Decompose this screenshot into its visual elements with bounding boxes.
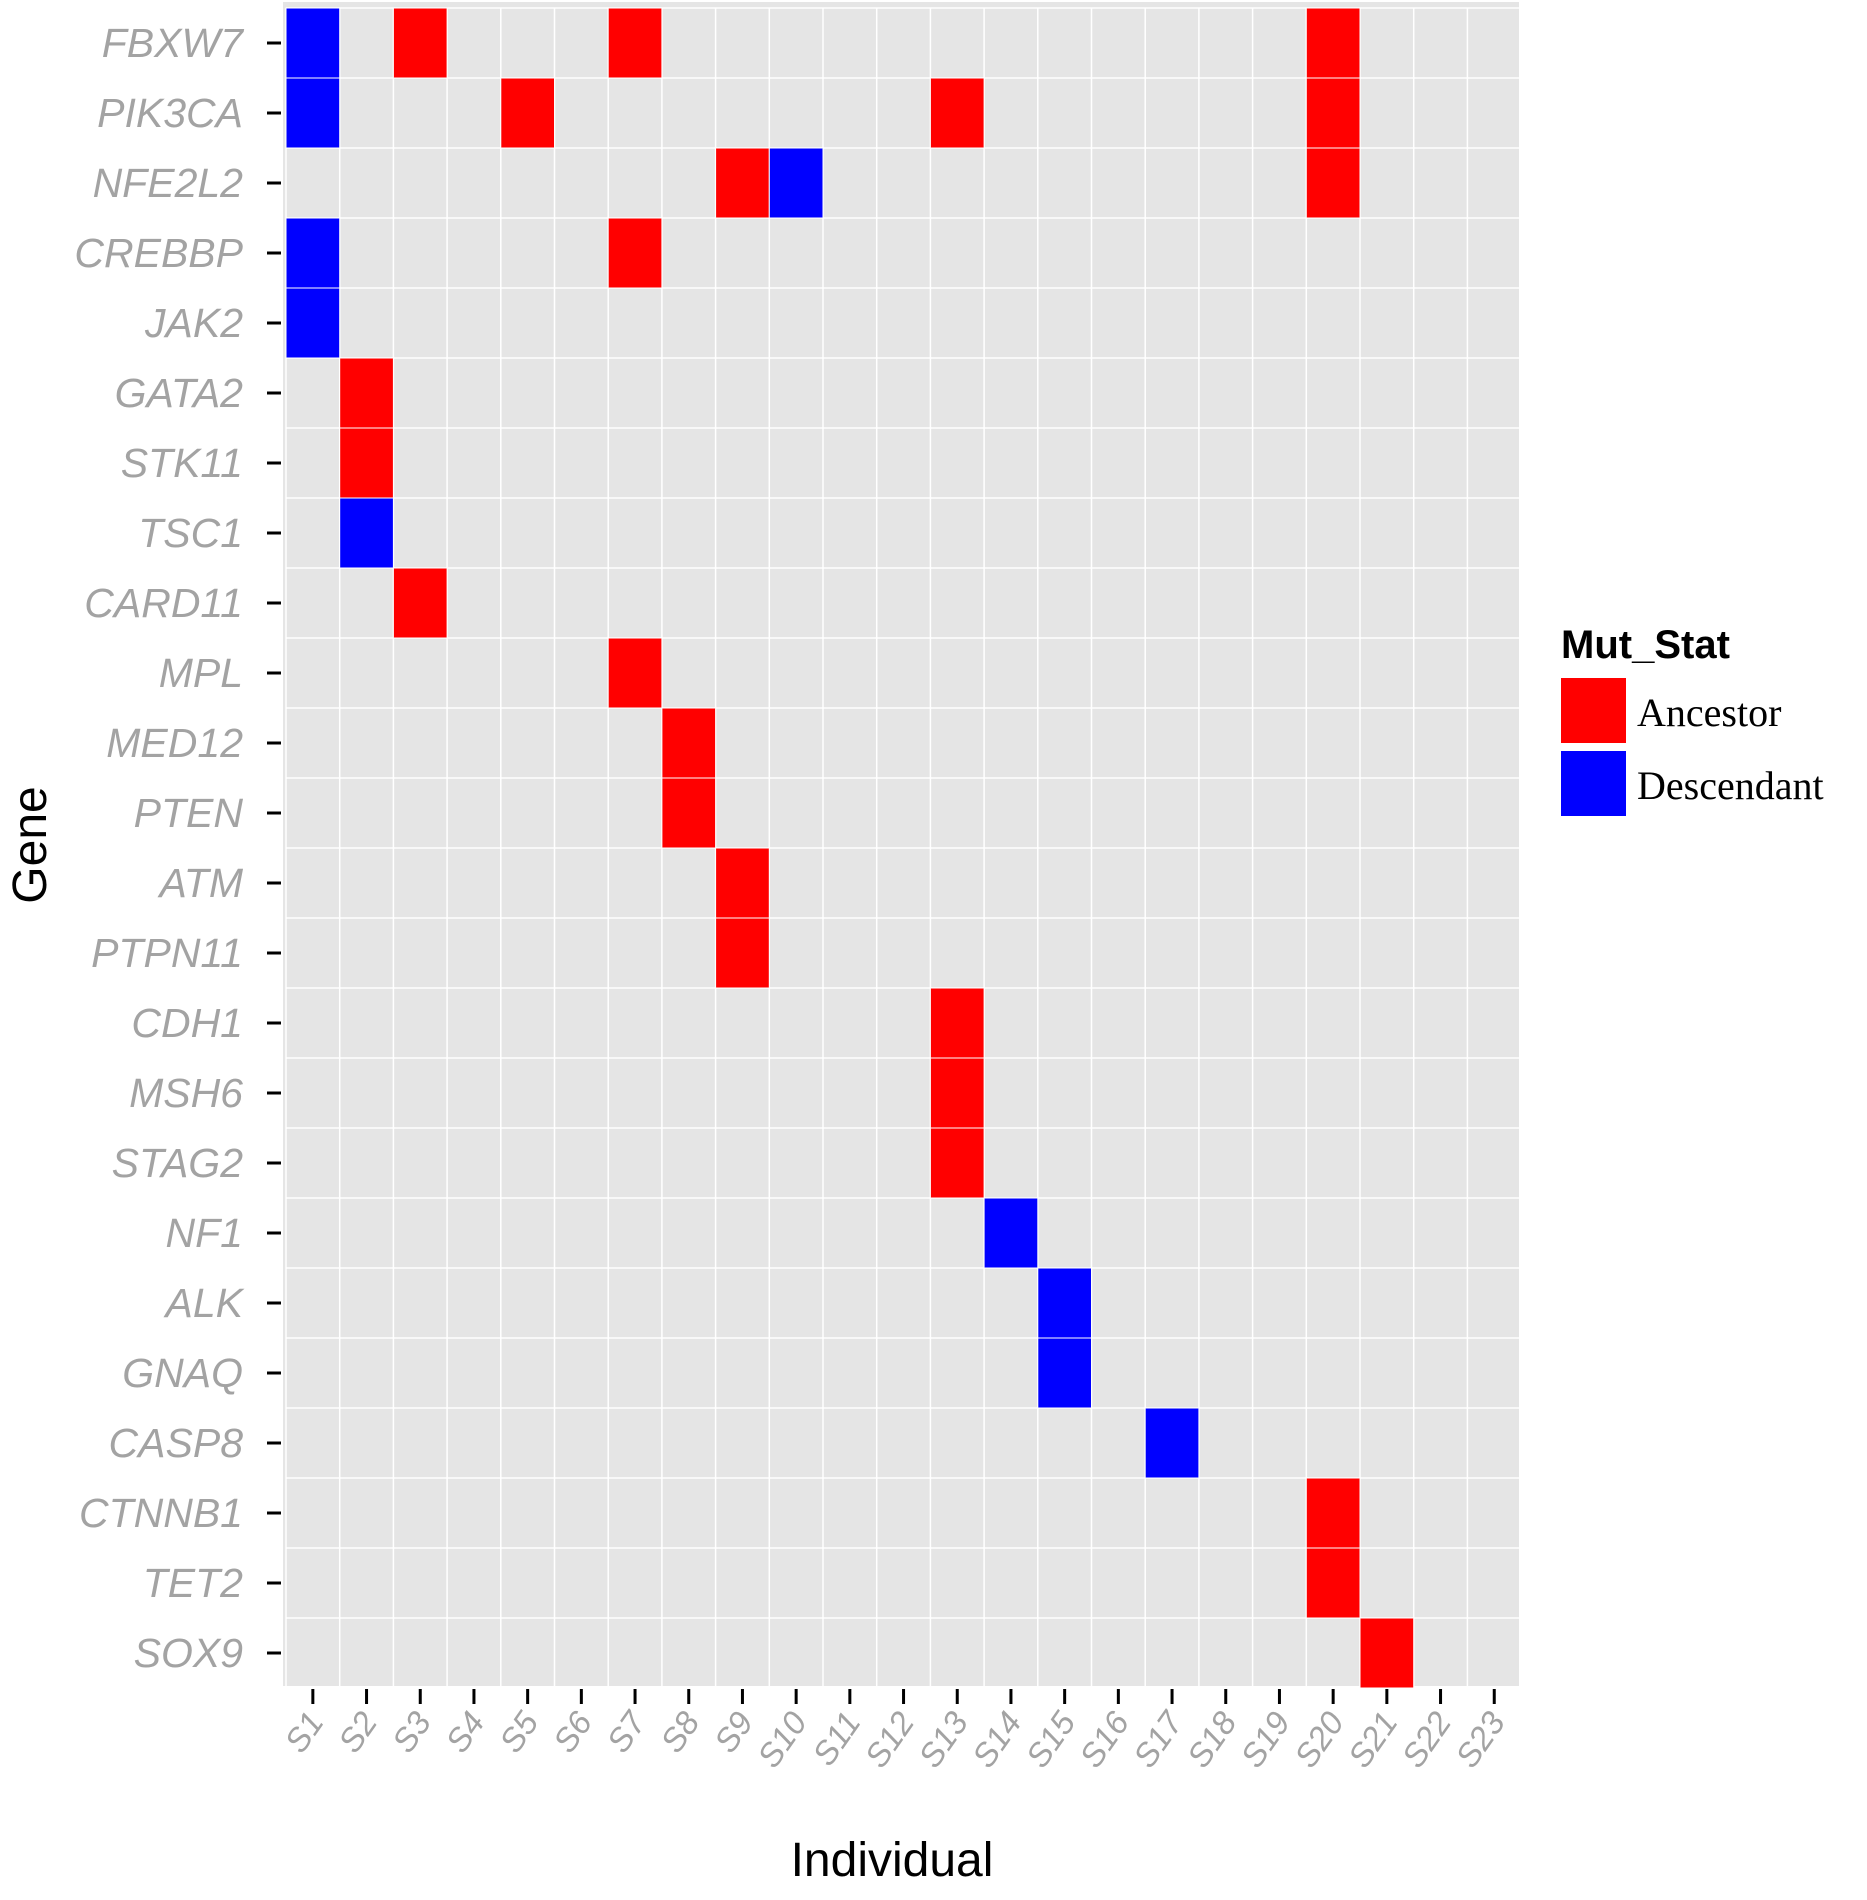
- legend: Mut_Stat Ancestor Descendant: [1561, 623, 1824, 816]
- y-tick-label: MSH6: [129, 1070, 243, 1116]
- y-axis-ticks: FBXW7 PIK3CA NFE2L2 CREBBP JAK2 GATA2 STK11 TSC…: [74, 20, 281, 1676]
- x-tick-label: S20: [1287, 1704, 1351, 1774]
- y-tick-label: SOX9: [134, 1630, 243, 1676]
- heatmap-cell: [285, 7, 341, 79]
- y-tick-label: ATM: [156, 860, 243, 906]
- heatmap-cells: [285, 7, 1415, 1689]
- heatmap-cell: [1305, 147, 1361, 219]
- heatmap-cell: [607, 217, 663, 289]
- y-tick-label: CREBBP: [74, 230, 243, 276]
- heatmap-cell: [1037, 1337, 1093, 1409]
- y-tick-label: GNAQ: [122, 1350, 243, 1396]
- heatmap-cell: [1305, 1477, 1361, 1549]
- heatmap-cell: [1305, 1547, 1361, 1619]
- plot-panel-background: [283, 2, 1519, 1686]
- legend-label-ancestor: Ancestor: [1637, 690, 1781, 735]
- y-tick-label: NFE2L2: [93, 160, 244, 206]
- y-tick-label: JAK2: [144, 300, 243, 346]
- x-tick-label: S15: [1018, 1704, 1082, 1774]
- y-tick-label: FBXW7: [102, 20, 245, 66]
- x-tick-label: S6: [546, 1704, 600, 1759]
- y-tick-label: STK11: [121, 440, 243, 486]
- heatmap-cell: [285, 217, 341, 289]
- heatmap-cell: [607, 637, 663, 709]
- heatmap-cell: [607, 7, 663, 79]
- x-tick-label: S1: [277, 1705, 330, 1759]
- y-tick-label: NF1: [166, 1210, 243, 1256]
- y-tick-label: CTNNB1: [79, 1490, 243, 1536]
- heatmap-cell: [1359, 1617, 1415, 1689]
- x-tick-label: S19: [1233, 1705, 1297, 1774]
- x-tick-label: S16: [1072, 1704, 1136, 1774]
- x-axis-ticks: S1 S2 S3 S4 S5 S6 S7 S8 S9S10S11S12S13S14S15S16S…: [277, 1689, 1512, 1774]
- heatmap-cell: [339, 357, 394, 429]
- y-tick-label: PTEN: [134, 790, 244, 836]
- heatmap-cell: [661, 777, 717, 849]
- heatmap-cell: [1144, 1407, 1200, 1479]
- x-tick-label: S7: [599, 1703, 653, 1759]
- heatmap-cell: [929, 77, 985, 149]
- heatmap-cell: [339, 427, 394, 499]
- legend-title: Mut_Stat: [1561, 623, 1730, 667]
- heatmap-cell: [1305, 7, 1361, 79]
- heatmap-cell: [929, 1057, 985, 1129]
- legend-key-ancestor: [1561, 678, 1626, 743]
- heatmap-cell: [661, 707, 717, 779]
- x-tick-label: S2: [331, 1705, 384, 1759]
- heatmap-cell: [392, 567, 448, 639]
- heatmap-cell: [339, 497, 394, 569]
- x-tick-label: S22: [1394, 1705, 1458, 1774]
- x-tick-label: S5: [492, 1704, 546, 1759]
- heatmap-cell: [500, 77, 555, 149]
- legend-label-descendant: Descendant: [1637, 763, 1824, 808]
- x-axis-title: Individual: [791, 1834, 994, 1887]
- heatmap-cell: [929, 987, 985, 1059]
- x-tick-label: S18: [1179, 1704, 1243, 1774]
- x-tick-label: S11: [805, 1705, 868, 1772]
- heatmap-cell: [768, 147, 824, 219]
- y-tick-label: ALK: [163, 1280, 245, 1326]
- x-tick-label: S14: [965, 1705, 1029, 1774]
- heatmap-cell: [1305, 77, 1361, 149]
- y-tick-label: STAG2: [112, 1140, 244, 1186]
- y-tick-label: PIK3CA: [97, 90, 243, 136]
- heatmap-cell: [715, 917, 770, 989]
- y-tick-label: CARD11: [84, 580, 243, 626]
- y-tick-label: MED12: [106, 720, 243, 766]
- heatmap-cell: [1037, 1267, 1093, 1339]
- heatmap-cell: [285, 287, 341, 359]
- y-tick-label: GATA2: [115, 370, 244, 416]
- y-tick-label: TSC1: [138, 510, 243, 556]
- x-tick-label: S8: [653, 1704, 707, 1759]
- x-tick-label: S10: [750, 1704, 814, 1774]
- heatmap-cell: [285, 77, 341, 149]
- y-tick-label: CASP8: [109, 1420, 244, 1466]
- x-tick-label: S4: [438, 1705, 491, 1759]
- x-tick-label: S17: [1126, 1703, 1191, 1774]
- heatmap-cell: [929, 1127, 985, 1199]
- x-tick-label: S23: [1448, 1704, 1512, 1774]
- heatmap-cell: [983, 1197, 1039, 1269]
- y-tick-label: TET2: [143, 1560, 243, 1606]
- y-axis-title: Gene: [4, 786, 57, 903]
- y-tick-label: PTPN11: [91, 930, 243, 976]
- heatmap-cell: [715, 847, 770, 919]
- y-tick-label: CDH1: [131, 1000, 243, 1046]
- y-tick-label: MPL: [159, 650, 243, 696]
- legend-key-descendant: [1561, 751, 1626, 816]
- x-tick-label: S13: [911, 1704, 975, 1774]
- x-tick-label: S3: [385, 1704, 439, 1759]
- x-tick-label: S12: [857, 1705, 921, 1774]
- x-tick-label: S21: [1341, 1705, 1405, 1774]
- heatmap-cell: [715, 147, 770, 219]
- heatmap-cell: [392, 7, 448, 79]
